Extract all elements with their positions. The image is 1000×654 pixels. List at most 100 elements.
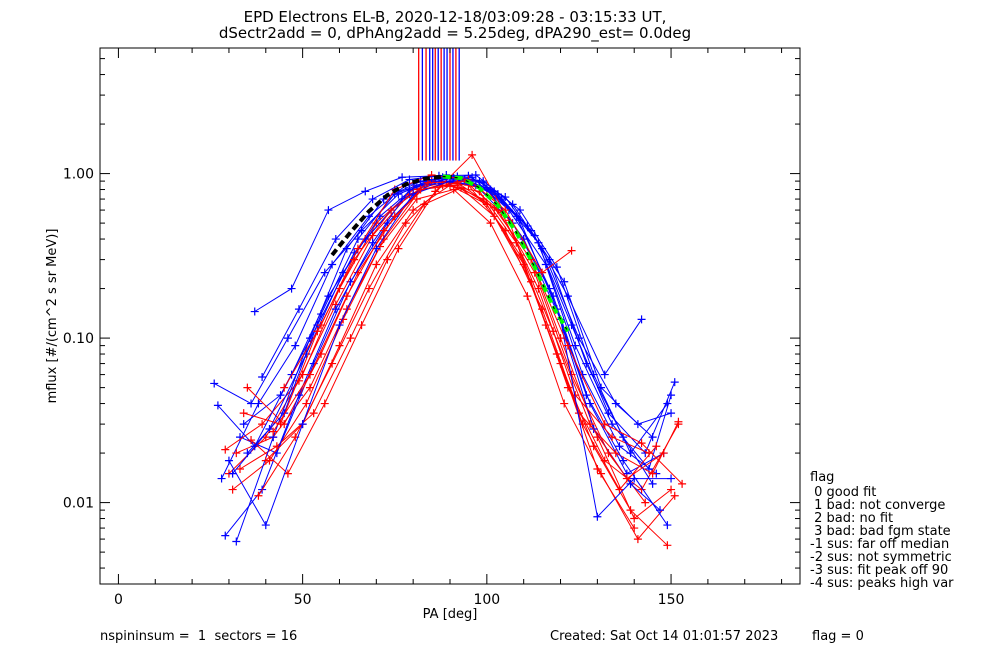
series-line-12 — [224, 178, 661, 536]
data-point-8-9 — [582, 359, 591, 368]
legend-item-3: 3 bad: bad fgm state — [810, 524, 951, 539]
data-point-12-0 — [221, 531, 230, 540]
data-point-5-10 — [597, 469, 606, 478]
data-point-9-11 — [626, 506, 635, 515]
data-point-20-12 — [667, 474, 676, 483]
data-point-23-2 — [342, 292, 351, 301]
data-point-15-9 — [593, 465, 602, 474]
legend-item-2: 2 bad: no fit — [810, 511, 893, 526]
data-point-8-11 — [648, 479, 657, 488]
data-point-0-2 — [291, 341, 300, 350]
data-point-23-3 — [379, 226, 388, 235]
data-point-10-12 — [663, 521, 672, 530]
series-line-14 — [235, 175, 643, 542]
data-point-1-11 — [630, 514, 639, 523]
chart-title-line1: EPD Electrons EL-B, 2020-12-18/03:09:28 … — [244, 8, 667, 26]
data-point-17-0 — [254, 491, 263, 500]
data-point-21-7 — [538, 268, 547, 277]
data-point-20-0 — [224, 456, 233, 465]
series-line-13 — [250, 153, 657, 491]
data-point-13-3 — [357, 321, 366, 330]
data-point-22-4 — [405, 175, 414, 184]
data-point-11-0 — [236, 465, 244, 474]
y-tick-label-0: 0.01 — [63, 496, 94, 512]
data-point-11-3 — [346, 334, 355, 343]
data-point-4-12 — [667, 391, 676, 400]
legend-item-0: 0 good fit — [810, 485, 876, 500]
data-point-7-11 — [648, 469, 657, 478]
data-point-15-0 — [261, 456, 270, 465]
data-point-2-2 — [283, 334, 292, 343]
data-point-19-8 — [534, 284, 543, 293]
data-point-8-1 — [287, 284, 296, 293]
footer-flag: flag = 0 — [812, 629, 864, 644]
data-point-17-10 — [622, 474, 631, 483]
data-point-10-11 — [619, 456, 628, 465]
data-point-18-10 — [611, 399, 620, 408]
legend-item-5: -2 sus: not symmetric — [810, 550, 952, 565]
series-5 — [228, 185, 679, 544]
legend-item-4: -1 sus: far off median — [810, 537, 949, 552]
data-point-8-3 — [361, 187, 370, 196]
legend: flag 0 good fit 1 bad: not converge 2 ba… — [810, 470, 954, 591]
data-point-5-8 — [523, 292, 532, 301]
legend-item-1: 1 bad: not converge — [810, 498, 945, 513]
data-point-23-8 — [563, 341, 572, 350]
data-point-13-0 — [247, 436, 256, 445]
data-point-5-11 — [633, 535, 642, 544]
data-point-5-0 — [228, 485, 237, 494]
data-point-5-12 — [670, 491, 679, 500]
data-point-4-0 — [239, 420, 248, 429]
x-axis-label: PA [deg] — [423, 607, 478, 622]
data-point-20-7 — [482, 183, 491, 192]
data-point-3-0 — [232, 449, 241, 458]
series-14 — [232, 172, 646, 546]
data-point-23-10 — [637, 439, 646, 448]
data-point-17-4 — [401, 219, 410, 228]
x-tick-label-3: 150 — [658, 592, 685, 608]
data-point-17-11 — [659, 449, 668, 458]
series-line-17 — [257, 184, 664, 497]
data-point-1-9 — [556, 334, 565, 343]
data-point-23-4 — [416, 185, 425, 194]
fit-curves-layer — [330, 174, 570, 333]
fit-curve-black — [330, 174, 454, 257]
data-point-19-0 — [239, 409, 248, 418]
legend-item-6: -3 sus: fit peak off 90 — [810, 563, 948, 578]
series-line-7 — [247, 180, 679, 475]
data-point-9-1 — [258, 420, 267, 429]
series-line-11 — [239, 187, 646, 503]
data-point-5-5 — [412, 195, 421, 204]
data-point-15-3 — [372, 260, 381, 269]
data-point-16-12 — [667, 409, 676, 418]
data-point-18-2 — [317, 310, 326, 319]
data-point-5-7 — [486, 219, 495, 228]
y-axis-label: mflux [#/(cm^2 s sr MeV)] — [45, 229, 60, 404]
series-23 — [269, 178, 687, 488]
data-series-layer — [210, 150, 687, 550]
data-point-12-11 — [626, 479, 635, 488]
data-point-14-3 — [342, 244, 351, 253]
data-point-15-10 — [630, 524, 639, 533]
top-spike-lines — [418, 48, 460, 161]
data-point-15-4 — [409, 206, 418, 215]
data-point-13-11 — [652, 442, 661, 451]
data-point-4-9 — [571, 341, 580, 350]
data-point-22-0 — [258, 373, 267, 382]
data-point-15-8 — [556, 359, 565, 368]
data-point-20-2 — [298, 420, 307, 429]
data-point-4-10 — [608, 420, 617, 429]
data-point-22-11 — [663, 399, 672, 408]
data-point-6-12 — [670, 378, 679, 387]
data-point-20-10 — [593, 512, 602, 521]
data-point-2-1 — [247, 399, 256, 408]
data-point-22-10 — [626, 449, 635, 458]
data-point-5-2 — [302, 399, 311, 408]
data-point-2-3 — [320, 268, 329, 277]
data-point-13-5 — [431, 187, 440, 196]
data-point-14-10 — [600, 370, 609, 379]
data-point-13-4 — [394, 244, 403, 253]
x-tick-label-1: 50 — [294, 592, 312, 608]
series-line-3 — [236, 184, 679, 491]
data-point-7-0 — [243, 383, 252, 392]
